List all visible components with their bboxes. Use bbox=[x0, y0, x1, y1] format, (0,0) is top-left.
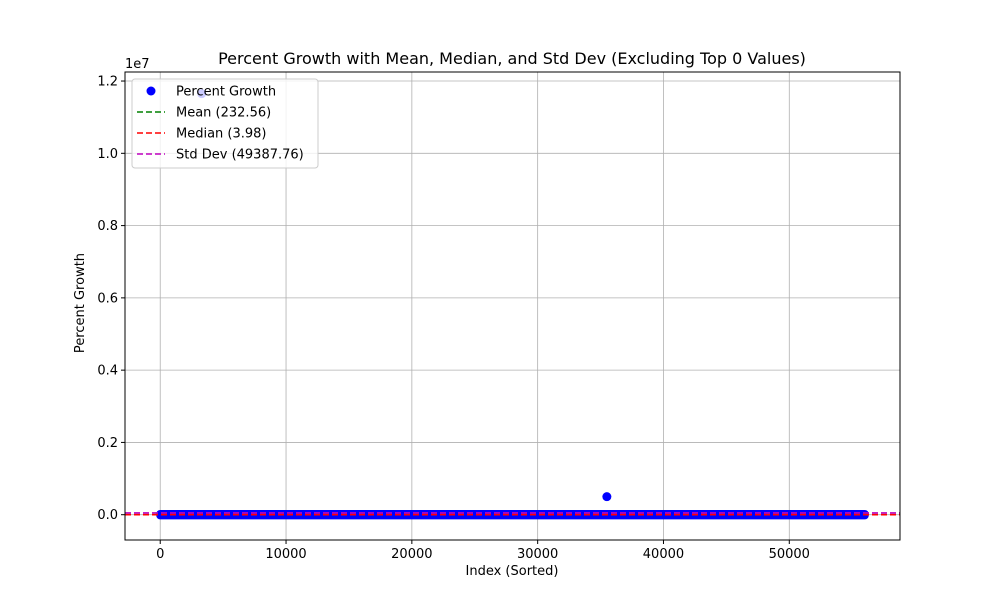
chart-title: Percent Growth with Mean, Median, and St… bbox=[218, 49, 806, 68]
x-tick-label: 30000 bbox=[517, 547, 558, 562]
x-tick-label: 0 bbox=[156, 547, 164, 562]
legend-label: Mean (232.56) bbox=[176, 106, 271, 121]
legend: Percent Growth Mean (232.56) Median (3.98)… bbox=[131, 78, 319, 169]
scatter-point bbox=[602, 492, 612, 502]
plot-data bbox=[125, 89, 900, 520]
x-tick-label: 10000 bbox=[265, 547, 306, 562]
y-tick-label: 0.8 bbox=[97, 219, 118, 234]
y-tick-label: 0.4 bbox=[97, 364, 118, 379]
y-tick-label: 0.6 bbox=[97, 291, 118, 306]
x-tick-label: 40000 bbox=[643, 547, 684, 562]
y-tick-label: 0.2 bbox=[97, 436, 118, 451]
x-tick-label: 50000 bbox=[769, 547, 810, 562]
legend-box bbox=[131, 78, 319, 169]
y-tick-label: 1.2 bbox=[97, 75, 118, 90]
y-axis-title: Percent Growth bbox=[73, 253, 88, 353]
legend-label: Median (3.98) bbox=[176, 127, 267, 142]
y-tick-label: 0.0 bbox=[97, 508, 118, 523]
x-tick-label: 20000 bbox=[391, 547, 432, 562]
legend-label: Percent Growth bbox=[176, 85, 276, 100]
y-axis-offset-label: 1e7 bbox=[125, 57, 150, 72]
legend-marker bbox=[146, 86, 156, 96]
x-axis-title: Index (Sorted) bbox=[466, 564, 559, 579]
y-tick-label: 1.0 bbox=[97, 147, 118, 162]
axis-ticks: 0 10000 20000 30000 40000 50000 0.0 0.2 0.4 0.6 0.… bbox=[97, 75, 810, 562]
plot-frame bbox=[124, 71, 901, 541]
legend-label: Std Dev (49387.76) bbox=[176, 148, 304, 163]
